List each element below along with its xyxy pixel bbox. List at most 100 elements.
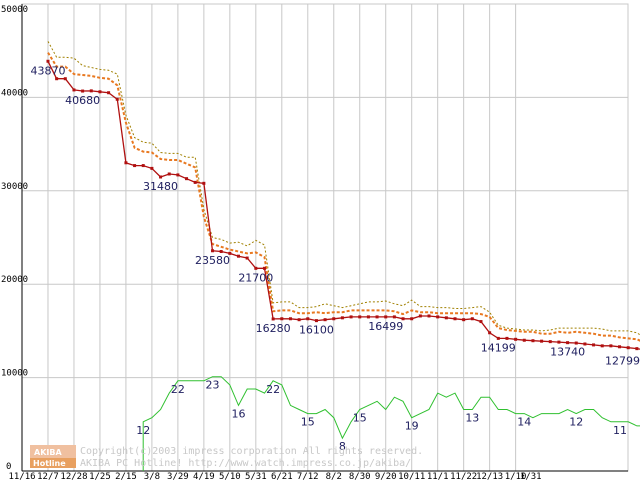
low-point [323, 318, 327, 322]
low-point [583, 342, 587, 346]
low-point [124, 161, 128, 165]
chart-series [46, 41, 640, 471]
x-tick-label: 5/10 [219, 472, 241, 480]
x-tick-label: 7/12 [297, 472, 319, 480]
shop-count-label: 15 [353, 412, 367, 425]
y-axis-labels: 50000 40000 30000 20000 10000 0 [1, 5, 28, 472]
shop-count-labels: 12 22 23 16 22 15 8 15 19 13 14 12 11 [136, 379, 627, 454]
watermark-logo-bottom-text: Hotline [33, 459, 66, 468]
price-label: 16100 [299, 324, 334, 337]
x-tick-label: 5/31 [245, 472, 267, 480]
series-shops [142, 376, 640, 471]
low-point [141, 164, 145, 168]
low-point [496, 336, 500, 340]
low-point [453, 317, 457, 321]
low-point [98, 90, 102, 94]
price-label: 31480 [143, 180, 178, 193]
watermark-logo-bottom [30, 458, 76, 468]
x-tick-label: 1/31 [520, 472, 542, 480]
low-point [150, 166, 154, 170]
watermark: AKIBA Hotline Copyright(c)2003 impress c… [30, 445, 423, 469]
plot-frame [21, 3, 629, 472]
x-tick-label: 11/22 [450, 472, 477, 480]
x-tick-label: 4/19 [193, 472, 215, 480]
low-point [288, 317, 292, 321]
low-point [202, 181, 206, 185]
low-point [219, 250, 223, 254]
watermark-logo-top [30, 445, 76, 458]
x-tick-label: 3/8 [144, 472, 160, 480]
shop-count-label: 12 [136, 424, 150, 437]
price-label: 16280 [256, 322, 291, 335]
low-point [592, 343, 596, 347]
y-tick-label: 40000 [1, 88, 28, 98]
low-point [115, 97, 119, 101]
price-label: 14199 [481, 341, 516, 354]
low-point [557, 340, 561, 344]
price-label: 23580 [195, 254, 230, 267]
low-point [540, 339, 544, 343]
low-point [566, 341, 570, 345]
watermark-copyright: Copyright(c)2003 impress corporation All… [80, 446, 423, 457]
shop-count-label: 12 [569, 416, 583, 429]
low-point [159, 175, 163, 179]
price-label: 43870 [30, 64, 65, 77]
low-point [228, 251, 232, 255]
x-tick-label: 9/20 [375, 472, 397, 480]
price-label: 12799 [605, 354, 640, 367]
x-tick-label: 3/29 [167, 472, 189, 480]
low-point [72, 88, 76, 92]
low-point [392, 315, 396, 319]
low-point [505, 336, 509, 340]
y-tick-label: 30000 [1, 182, 28, 192]
low-point [332, 317, 336, 321]
low-point [133, 164, 137, 168]
shop-count-label: 16 [232, 407, 246, 420]
low-point [280, 317, 284, 321]
low-point [262, 266, 266, 270]
low-point [531, 339, 535, 343]
low-point [176, 173, 180, 177]
shop-count-label: 15 [301, 416, 315, 429]
price-label: 21700 [238, 271, 273, 284]
x-tick-label: 6/21 [271, 472, 293, 480]
x-tick-label: 12/28 [60, 472, 87, 480]
low-point [55, 77, 59, 81]
x-tick-label: 10/11 [398, 472, 425, 480]
series-low [47, 61, 640, 350]
watermark-logo-top-text: AKIBA [34, 448, 62, 457]
series-average [47, 52, 640, 342]
low-point [306, 317, 310, 321]
shop-count-label: 22 [266, 383, 280, 396]
low-point [384, 315, 388, 319]
low-point [46, 59, 50, 63]
low-point [514, 337, 518, 341]
low-point [237, 254, 240, 258]
y-tick-label: 50000 [1, 5, 28, 15]
shop-count-label: 14 [517, 416, 531, 429]
shop-count-label: 8 [339, 440, 346, 453]
low-point [63, 77, 67, 81]
series-high [47, 41, 640, 336]
low-point [245, 256, 249, 260]
x-axis-labels: 11/16 12/7 12/28 1/25 2/15 3/8 3/29 4/19 5/10 5/3… [8, 472, 541, 480]
low-point [254, 266, 258, 270]
price-data-labels: 43870 40680 31480 23580 21700 16280 16100 16499… [30, 64, 640, 367]
shop-count-label: 22 [171, 383, 185, 396]
low-point [340, 316, 344, 320]
x-tick-label: 11/1 [427, 472, 449, 480]
low-point [427, 314, 431, 318]
low-point [479, 320, 483, 324]
low-point [271, 317, 275, 321]
watermark-site: AKIBA PC Hotline! http://www.watch.impre… [80, 458, 411, 469]
shop-count-label: 13 [465, 412, 479, 425]
low-point [167, 172, 171, 176]
low-point [618, 345, 622, 349]
low-point [635, 347, 639, 351]
x-tick-label: 1/25 [89, 472, 111, 480]
y-tick-label: 20000 [1, 275, 28, 285]
low-point [626, 346, 630, 350]
low-point [436, 315, 440, 319]
x-tick-label: 2/15 [115, 472, 137, 480]
low-point [366, 315, 370, 319]
